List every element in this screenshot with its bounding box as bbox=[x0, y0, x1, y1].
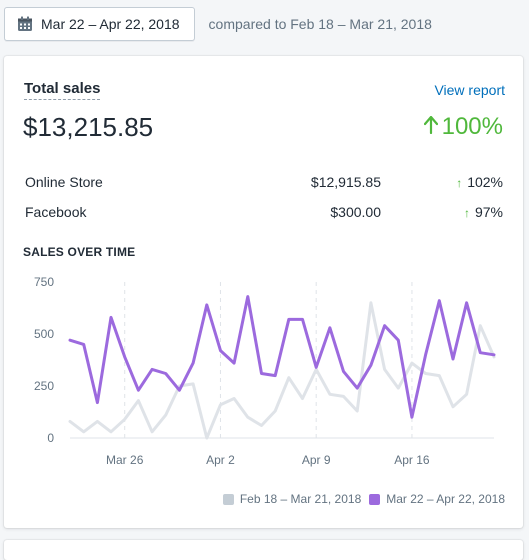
channel-amount: $12,915.85 bbox=[310, 174, 381, 190]
x-tick-label: Apr 2 bbox=[206, 453, 235, 467]
legend-swatch bbox=[369, 493, 381, 505]
arrow-up-icon bbox=[423, 113, 438, 141]
legend-label: Feb 18 – Mar 21, 2018 bbox=[239, 492, 362, 506]
legend-item-previous[interactable]: Feb 18 – Mar 21, 2018 bbox=[222, 492, 362, 506]
sales-line-chart: 750 500 250 0 Mar 26 Apr 2 Apr 9 Apr 16 bbox=[34, 275, 496, 467]
channel-change: ↑ 102% bbox=[456, 174, 503, 190]
x-tick-label: Apr 16 bbox=[394, 453, 430, 467]
next-card bbox=[4, 540, 523, 560]
channel-amount: $300.00 bbox=[330, 204, 381, 220]
arrow-up-icon: ↑ bbox=[463, 206, 470, 220]
channel-name: Facebook bbox=[25, 204, 87, 220]
total-change-value: 100% bbox=[441, 113, 503, 140]
channel-change-value: 97% bbox=[474, 204, 503, 220]
total-sales-value: $13,215.85 bbox=[23, 112, 154, 142]
breakdown-row-facebook: Facebook $300.00 ↑ 97% bbox=[25, 204, 503, 224]
breakdown-row-online-store: Online Store $12,915.85 ↑ 102% bbox=[25, 174, 503, 194]
channel-change: ↑ 97% bbox=[464, 204, 503, 220]
legend-item-current[interactable]: Mar 22 – Apr 22, 2018 bbox=[369, 492, 505, 506]
arrow-up-icon: ↑ bbox=[456, 176, 463, 190]
card-title[interactable]: Total sales bbox=[24, 80, 101, 100]
chart-legend: Feb 18 – Mar 21, 2018 Mar 22 – Apr 22, 2… bbox=[215, 492, 505, 506]
x-tick-label: Apr 9 bbox=[302, 453, 331, 467]
date-range-label: Mar 22 – Apr 22, 2018 bbox=[41, 16, 180, 32]
date-range-bar: Mar 22 – Apr 22, 2018 compared to Feb 18… bbox=[4, 6, 432, 42]
y-tick-label: 750 bbox=[34, 275, 54, 289]
series-line-previous bbox=[68, 301, 496, 440]
y-tick-label: 250 bbox=[34, 379, 54, 393]
view-report-link[interactable]: View report bbox=[434, 82, 505, 98]
section-label: SALES OVER TIME bbox=[23, 245, 136, 259]
legend-label: Mar 22 – Apr 22, 2018 bbox=[386, 492, 505, 506]
channel-change-value: 102% bbox=[467, 174, 503, 190]
calendar-icon bbox=[17, 16, 33, 32]
date-range-button[interactable]: Mar 22 – Apr 22, 2018 bbox=[4, 7, 195, 41]
total-sales-card: Total sales View report $13,215.85 100% … bbox=[4, 56, 523, 528]
series-line-current bbox=[68, 295, 496, 419]
legend-swatch bbox=[222, 493, 234, 505]
y-tick-label: 500 bbox=[34, 327, 54, 341]
y-tick-label: 0 bbox=[47, 431, 54, 445]
total-change: 100% bbox=[423, 113, 503, 141]
x-tick-label: Mar 26 bbox=[106, 453, 144, 467]
comparison-text: compared to Feb 18 – Mar 21, 2018 bbox=[208, 16, 432, 32]
channel-name: Online Store bbox=[25, 174, 103, 190]
